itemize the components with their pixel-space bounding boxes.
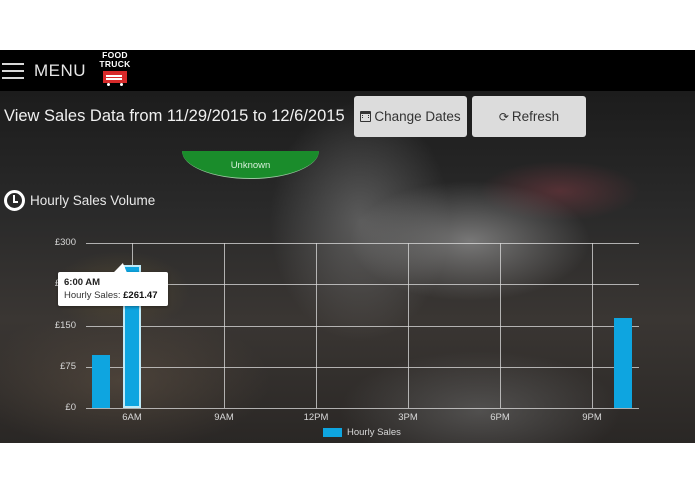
gridline-9pm [592,243,593,408]
change-dates-button[interactable]: Change Dates [354,96,467,137]
chart-legend[interactable]: Hourly Sales [323,427,401,438]
menu-label: MENU [34,61,87,80]
gridline-225 [86,284,639,285]
refresh-label: Refresh [511,109,560,124]
truck-icon [103,71,127,83]
y-tick-label: £300 [54,237,76,248]
change-dates-label: Change Dates [374,109,461,124]
y-tick-label: £150 [54,320,76,331]
status-label: Unknown [230,160,271,171]
tooltip-value: £261.47 [123,290,158,301]
legend-label: Hourly Sales [347,427,401,438]
gridline-3pm [408,243,409,408]
gridline-150 [86,326,639,327]
top-navbar: MENU FOOD TRUCK [0,50,695,91]
food-truck-logo[interactable]: FOOD TRUCK [99,51,131,89]
truck-wheels [103,83,127,86]
x-tick-label: 6AM [122,412,142,423]
y-tick-label: £0 [65,402,76,413]
date-range-title: View Sales Data from 11/29/2015 to 12/6/… [4,107,345,125]
refresh-icon: ⟳ [498,109,509,124]
gridline-12pm [316,243,317,408]
x-tick-label: 3PM [398,412,418,423]
section-header: Hourly Sales Volume [4,190,155,211]
hamburger-icon [2,63,24,79]
gridline-6pm [500,243,501,408]
bar-10pm[interactable] [614,318,632,408]
section-title: Hourly Sales Volume [30,193,156,208]
gridline-300 [86,243,639,244]
gridline-9am [224,243,225,408]
x-tick-label: 9AM [214,412,234,423]
axis-baseline [86,408,639,409]
refresh-button[interactable]: ⟳ Refresh [472,96,586,137]
x-tick-label: 12PM [303,412,329,423]
chart-tooltip: 6:00 AM Hourly Sales: £261.47 [58,272,168,306]
x-tick-label: 9PM [582,412,602,423]
date-range-header: View Sales Data from 11/29/2015 to 12/6/… [0,96,695,138]
tooltip-line: Hourly Sales: £261.47 [64,290,162,301]
legend-swatch [323,428,342,437]
logo-text-food: FOOD [102,50,128,60]
gridline-75 [86,367,639,368]
tooltip-series-label: Hourly Sales: [64,290,121,301]
logo-text-truck: TRUCK [99,59,131,69]
app-screen: MENU FOOD TRUCK View Sales Data from 11/… [0,50,695,443]
x-tick-label: 6PM [490,412,510,423]
tooltip-time: 6:00 AM [64,277,101,288]
y-tick-label: £75 [60,361,76,372]
hourly-sales-chart: £300 £225 £150 £75 £0 6AM 9AM 12PM 3PM 6… [0,50,695,443]
menu-button[interactable]: MENU [2,59,86,83]
calendar-icon [360,111,372,122]
clock-icon [4,190,25,211]
bar-5am[interactable] [92,355,110,408]
